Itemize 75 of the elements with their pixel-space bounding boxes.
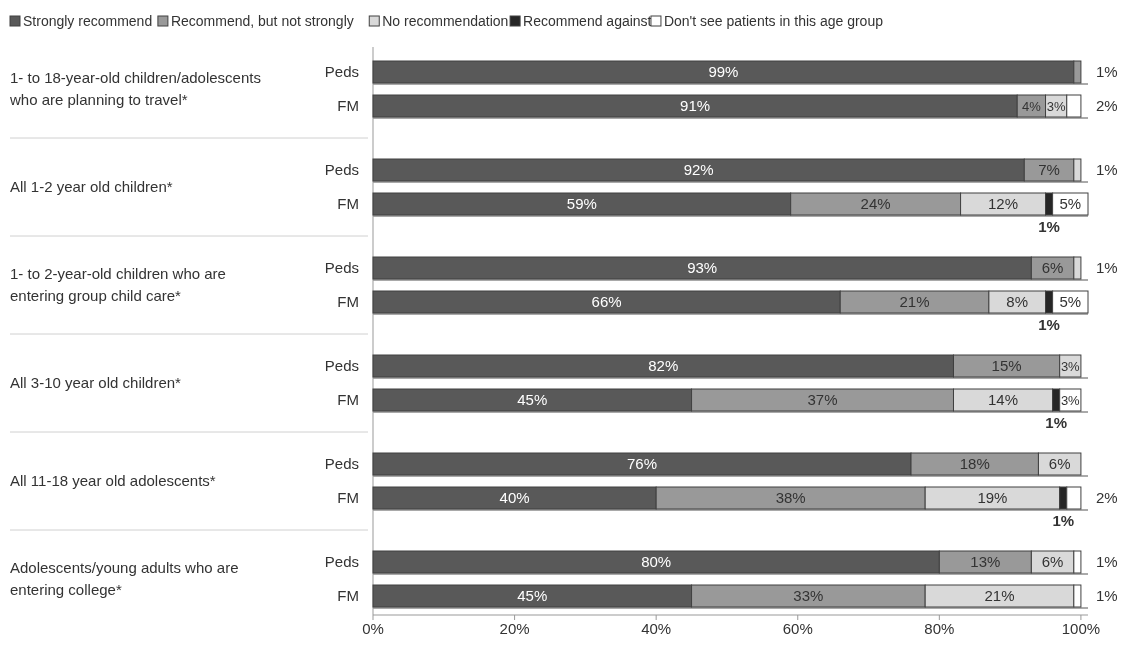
data-label: 38% [775, 489, 806, 506]
data-label: 40% [499, 489, 530, 506]
data-label: 2% [1096, 97, 1118, 114]
data-label: 15% [991, 357, 1022, 374]
y-tick-label: Peds [324, 63, 359, 80]
data-label: 21% [984, 587, 1015, 604]
y-tick-label: Peds [324, 553, 359, 570]
data-label: 14% [988, 391, 1019, 408]
data-label: 5% [1059, 195, 1082, 212]
data-label: 3% [1060, 393, 1081, 408]
text: 1- to 18-year-old children/adolescents who are planning to travel* [9, 69, 261, 108]
data-label: 45% [517, 587, 548, 604]
data-label: 6% [1041, 553, 1064, 570]
data-label: 12% [988, 195, 1019, 212]
data-label: 4% [1021, 99, 1042, 114]
legend-label: Recommend against [523, 13, 652, 29]
data-label: 59% [566, 195, 597, 212]
data-label: 7% [1038, 161, 1060, 178]
data-label: 1% [1052, 512, 1075, 529]
data-label: 93% [687, 259, 718, 276]
data-label: 18% [959, 455, 990, 472]
data-label: 24% [860, 195, 891, 212]
legend-label: Strongly recommend [23, 13, 153, 29]
data-label: 33% [793, 587, 824, 604]
data-label: 66% [591, 293, 622, 310]
y-tick-label: FM [337, 293, 359, 310]
data-label: 1% [1038, 316, 1060, 333]
data-label: 6% [1041, 259, 1064, 276]
data-label: 3% [1060, 359, 1081, 374]
data-label: 1% [1038, 218, 1060, 235]
data-label: 19% [977, 489, 1008, 506]
data-label: 37% [807, 391, 838, 408]
data-label: 99% [708, 63, 739, 80]
data-label: 45% [517, 391, 548, 408]
x-tick-label: 40% [641, 620, 672, 637]
x-tick-label: 100% [1061, 620, 1101, 637]
x-tick-label: 0% [362, 620, 384, 637]
data-label: 5% [1059, 293, 1082, 310]
y-tick-label: FM [337, 391, 359, 408]
data-label: 8% [1006, 293, 1029, 310]
data-label: 3% [1046, 99, 1066, 114]
data-label: 1% [1096, 63, 1118, 80]
text: Adolescents/young adults who are entering college* [10, 559, 239, 598]
text: All 3-10 year old children* [10, 374, 182, 391]
text: 1- to 2-year-old children who are entering group child care* [10, 265, 226, 304]
text: All 11-18 year old adolescents* [10, 472, 216, 489]
data-label: 1% [1096, 161, 1118, 178]
y-tick-label: FM [337, 587, 359, 604]
data-label: 1% [1045, 414, 1067, 431]
data-label: 6% [1048, 455, 1071, 472]
data-label: 21% [899, 293, 930, 310]
y-tick-label: Peds [324, 161, 359, 178]
data-label: 82% [648, 357, 679, 374]
data-label: 91% [680, 97, 711, 114]
data-label: 1% [1096, 553, 1118, 570]
data-label: 1% [1096, 259, 1118, 276]
legend-label: No recommendation [382, 13, 509, 29]
y-tick-label: FM [337, 195, 359, 212]
y-tick-label: Peds [324, 259, 359, 276]
legend-label: Don't see patients in this age group [663, 13, 884, 29]
x-tick-label: 60% [782, 620, 813, 637]
data-label: 92% [683, 161, 714, 178]
legend-label: Recommend, but not strongly [170, 13, 354, 29]
data-label: 1% [1096, 587, 1118, 604]
data-label: 13% [970, 553, 1001, 570]
text: All 1-2 year old children* [10, 178, 173, 195]
data-label: 2% [1096, 489, 1118, 506]
x-tick-label: 20% [499, 620, 530, 637]
y-tick-label: FM [337, 489, 359, 506]
x-tick-label: 80% [924, 620, 955, 637]
y-tick-label: FM [337, 97, 359, 114]
data-label: 80% [641, 553, 672, 570]
data-label: 76% [626, 455, 658, 472]
y-tick-label: Peds [324, 455, 359, 472]
y-tick-label: Peds [324, 357, 359, 374]
